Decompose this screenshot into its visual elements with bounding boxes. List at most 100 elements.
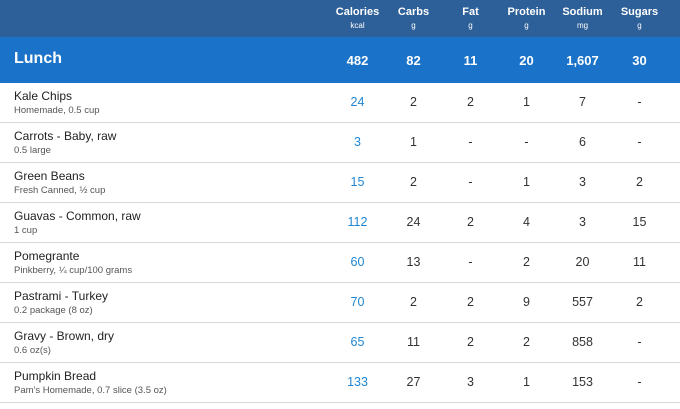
food-sodium: 3 — [579, 175, 586, 189]
meal-total-fat: 11 — [463, 53, 478, 68]
food-sugars: 2 — [636, 295, 643, 309]
food-serving: Homemade, 0.5 cup — [14, 105, 100, 116]
food-calories[interactable]: 65 — [350, 335, 365, 349]
food-carbs: 11 — [407, 335, 420, 349]
food-name: Pomegrante — [14, 249, 80, 263]
food-serving: 1 cup — [14, 225, 38, 236]
food-sugars: - — [637, 135, 642, 149]
food-name: Guavas - Common, raw — [14, 209, 141, 223]
food-sugars: - — [637, 375, 642, 389]
meal-total-calories: 482 — [346, 53, 369, 68]
food-sugars: - — [637, 335, 642, 349]
meal-header-lunch[interactable]: Lunch 482 82 11 20 1,607 30 — [0, 37, 680, 83]
column-unit: kcal — [350, 21, 365, 30]
food-row[interactable]: Pumpkin Bread Pam's Homemade, 0.7 slice … — [0, 363, 680, 403]
food-fat: 3 — [467, 375, 474, 389]
meal-total-protein: 20 — [519, 53, 534, 68]
nutrient-header: Calories kcal Carbs g Fat g Protein g So… — [0, 0, 680, 37]
food-carbs: 27 — [406, 375, 421, 389]
food-protein: 4 — [523, 215, 530, 229]
food-sugars: 11 — [633, 255, 646, 269]
food-carbs: 13 — [406, 255, 421, 269]
food-calories[interactable]: 24 — [350, 95, 365, 109]
food-row[interactable]: Gravy - Brown, dry 0.6 oz(s) 65 11 2 2 8… — [0, 323, 680, 363]
food-serving: 0.2 package (8 oz) — [14, 305, 93, 316]
food-sodium: 7 — [579, 95, 586, 109]
column-unit: mg — [576, 21, 589, 30]
food-fat: 2 — [467, 295, 474, 309]
food-carbs: 2 — [410, 295, 417, 309]
food-sodium: 6 — [579, 135, 586, 149]
food-name: Kale Chips — [14, 89, 73, 103]
food-serving: Fresh Canned, ½ cup — [14, 185, 106, 196]
food-fat: - — [468, 135, 473, 149]
column-title: Sugars — [620, 6, 659, 18]
food-name: Pumpkin Bread — [14, 369, 97, 383]
meal-total-sodium: 1,607 — [566, 53, 599, 68]
meal-total-carbs: 82 — [406, 53, 421, 68]
column-title: Sodium — [562, 6, 603, 18]
food-calories[interactable]: 60 — [350, 255, 365, 269]
food-sodium: 858 — [572, 335, 593, 349]
food-protein: 2 — [523, 335, 530, 349]
food-protein: 1 — [523, 95, 530, 109]
food-fat: - — [468, 255, 473, 269]
food-row[interactable]: Carrots - Baby, raw 0.5 large 3 1 - - 6 … — [0, 123, 680, 163]
food-protein: - — [524, 135, 529, 149]
food-protein: 1 — [523, 175, 530, 189]
food-sodium: 557 — [572, 295, 593, 309]
food-name: Green Beans — [14, 169, 85, 183]
food-name: Carrots - Baby, raw — [14, 129, 117, 143]
food-row[interactable]: Pomegrante Pinkberry, ¼ cup/100 grams 60… — [0, 243, 680, 283]
column-title: Protein — [507, 6, 546, 18]
food-row[interactable]: Kale Chips Homemade, 0.5 cup 24 2 2 1 7 … — [0, 83, 680, 123]
food-row[interactable]: Green Beans Fresh Canned, ½ cup 15 2 - 1… — [0, 163, 680, 203]
meal-title: Lunch — [14, 50, 62, 67]
food-serving: Pinkberry, ¼ cup/100 grams — [14, 265, 133, 276]
food-calories[interactable]: 15 — [350, 175, 365, 189]
food-fat: 2 — [467, 335, 474, 349]
food-sugars: 2 — [636, 175, 643, 189]
food-protein: 9 — [523, 295, 530, 309]
food-carbs: 2 — [410, 95, 417, 109]
meal-total-sugars: 30 — [632, 53, 647, 68]
food-row[interactable]: Guavas - Common, raw 1 cup 112 24 2 4 3 … — [0, 203, 680, 243]
food-carbs: 24 — [406, 215, 421, 229]
food-sodium: 20 — [575, 255, 590, 269]
column-header-fat: Fat g — [443, 6, 498, 31]
column-header-sugars: Sugars g — [612, 6, 667, 31]
food-list: Kale Chips Homemade, 0.5 cup 24 2 2 1 7 … — [0, 83, 680, 403]
food-name: Gravy - Brown, dry — [14, 329, 115, 343]
food-calories[interactable]: 133 — [347, 375, 368, 389]
column-header-sodium: Sodium mg — [555, 6, 610, 31]
column-unit: g — [637, 21, 642, 30]
column-unit: g — [411, 21, 416, 30]
food-row[interactable]: Pastrami - Turkey 0.2 package (8 oz) 70 … — [0, 283, 680, 323]
food-calories[interactable]: 3 — [354, 135, 361, 149]
column-header-protein: Protein g — [499, 6, 554, 31]
food-serving: 0.5 large — [14, 145, 51, 156]
food-calories[interactable]: 112 — [347, 215, 368, 229]
food-carbs: 1 — [410, 135, 417, 149]
food-serving: Pam's Homemade, 0.7 slice (3.5 oz) — [14, 385, 167, 396]
column-unit: g — [524, 21, 529, 30]
column-title: Fat — [462, 6, 479, 18]
food-protein: 1 — [523, 375, 530, 389]
food-sugars: - — [637, 95, 642, 109]
column-unit: g — [468, 21, 473, 30]
food-serving: 0.6 oz(s) — [14, 345, 51, 356]
food-fat: 2 — [467, 95, 474, 109]
food-carbs: 2 — [410, 175, 417, 189]
food-sodium: 3 — [579, 215, 586, 229]
column-header-calories: Calories kcal — [330, 6, 385, 31]
column-header-carbs: Carbs g — [386, 6, 441, 31]
food-calories[interactable]: 70 — [350, 295, 365, 309]
food-fat: - — [468, 175, 473, 189]
column-title: Calories — [335, 6, 380, 18]
food-protein: 2 — [523, 255, 530, 269]
food-sugars: 15 — [632, 215, 647, 229]
food-sodium: 153 — [572, 375, 593, 389]
food-fat: 2 — [467, 215, 474, 229]
column-title: Carbs — [397, 6, 430, 18]
food-name: Pastrami - Turkey — [14, 289, 109, 303]
